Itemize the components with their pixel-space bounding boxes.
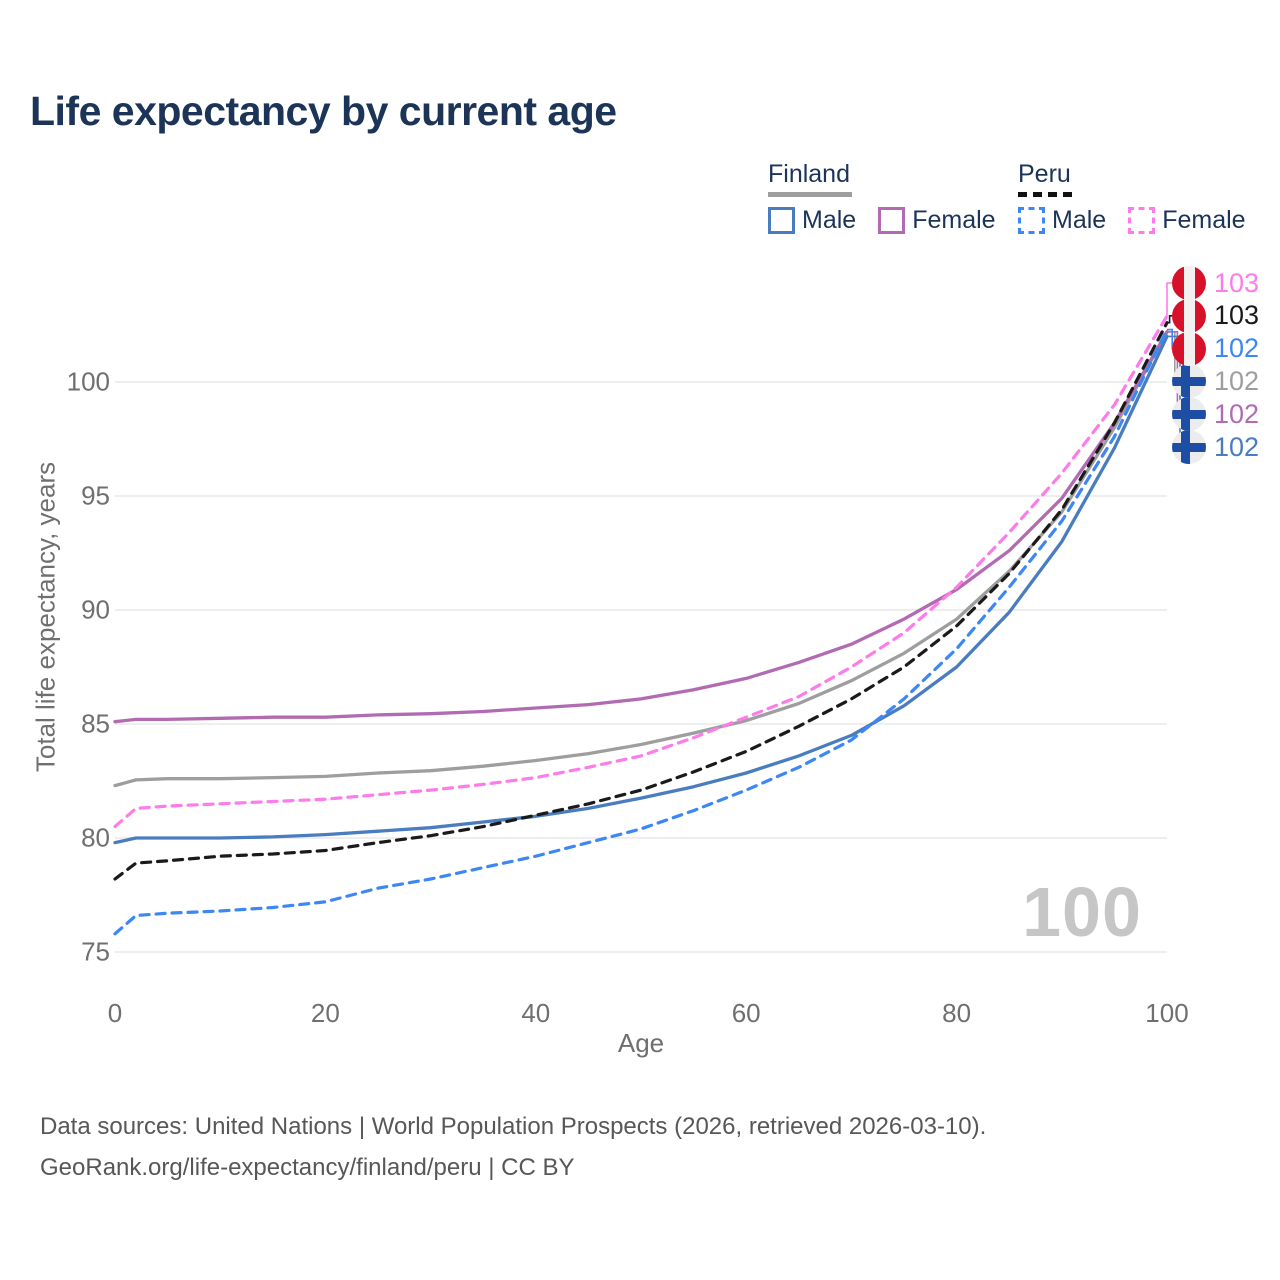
legend-item-label: Female xyxy=(912,206,996,234)
series-line-peru-female[interactable] xyxy=(113,314,1169,829)
footer: Data sources: United Nations | World Pop… xyxy=(40,1106,986,1188)
finland-flag-icon xyxy=(1172,364,1206,399)
footer-attribution: GeoRank.org/life-expectancy/finland/peru… xyxy=(40,1154,575,1181)
end-label-row-finland: 102 xyxy=(1172,364,1260,399)
peru-flag-icon xyxy=(1172,298,1206,333)
finland-flag-icon xyxy=(1172,430,1206,464)
legend-item-finland-male[interactable]: Male xyxy=(768,206,856,235)
legend-group-finland: Finland Male Female xyxy=(768,160,1018,235)
y-tick-85: 85 xyxy=(81,708,110,739)
y-tick-95: 95 xyxy=(81,480,110,511)
end-label-row-finland-male: 102 xyxy=(1172,430,1259,464)
end-label-row-peru-male: 102 xyxy=(1172,331,1260,366)
finland-male-swatch xyxy=(768,207,795,234)
series-line-peru-male[interactable] xyxy=(113,328,1169,936)
footer-data-sources: Data sources: United Nations | World Pop… xyxy=(40,1113,987,1140)
series-line-finland[interactable] xyxy=(113,330,1169,788)
legend-item-peru-male[interactable]: Male xyxy=(1018,206,1106,235)
end-value-label: 102 xyxy=(1214,365,1260,396)
x-tick-40: 40 xyxy=(521,998,551,1028)
peru-flag-icon xyxy=(1172,331,1206,366)
legend-item-finland-female[interactable]: Female xyxy=(878,206,996,235)
legend-group-peru-label[interactable]: Peru xyxy=(1018,160,1071,188)
legend-item-label: Male xyxy=(802,206,857,234)
end-label-row-peru-female: 103 xyxy=(1172,266,1259,300)
peru-male-swatch xyxy=(1018,207,1045,234)
series-line-finland-female[interactable] xyxy=(113,330,1169,724)
page-title: Life expectancy by current age xyxy=(30,88,617,134)
x-tick-20: 20 xyxy=(310,998,340,1028)
y-tick-90: 90 xyxy=(81,594,110,625)
finland-line-style-swatch xyxy=(768,192,852,197)
y-tick-100: 100 xyxy=(66,366,110,397)
peru-flag-icon xyxy=(1172,266,1206,300)
legend-item-label: Female xyxy=(1162,206,1246,234)
legend-item-peru-female[interactable]: Female xyxy=(1128,206,1246,235)
series-line-peru[interactable] xyxy=(113,321,1169,881)
y-tick-80: 80 xyxy=(81,822,110,853)
end-value-label: 102 xyxy=(1214,431,1260,462)
finland-female-swatch xyxy=(878,207,906,234)
x-axis-title: Age xyxy=(617,1028,665,1058)
end-label-row-finland-female: 102 xyxy=(1172,397,1260,432)
x-tick-100: 100 xyxy=(1145,998,1189,1028)
legend-group-finland-label[interactable]: Finland xyxy=(768,160,850,188)
peru-line-style-swatch xyxy=(1018,192,1076,197)
end-value-label: 103 xyxy=(1214,300,1260,331)
end-value-label: 102 xyxy=(1214,398,1260,429)
end-label-row-peru: 103 xyxy=(1172,298,1260,333)
end-value-label: 103 xyxy=(1214,267,1260,298)
gridlines xyxy=(115,381,1167,953)
x-tick-80: 80 xyxy=(942,998,972,1028)
y-tick-75: 75 xyxy=(81,936,110,967)
age-indicator-watermark: 100 xyxy=(1022,873,1142,951)
x-tick-60: 60 xyxy=(731,998,761,1028)
x-tick-0: 0 xyxy=(107,998,123,1028)
finland-flag-icon xyxy=(1172,397,1206,432)
peru-female-swatch xyxy=(1128,207,1156,234)
end-value-label: 102 xyxy=(1214,333,1260,364)
series-line-finland-male[interactable] xyxy=(113,334,1169,845)
legend-item-label: Male xyxy=(1052,206,1107,234)
legend-group-peru: Peru Male Female xyxy=(1018,160,1268,235)
